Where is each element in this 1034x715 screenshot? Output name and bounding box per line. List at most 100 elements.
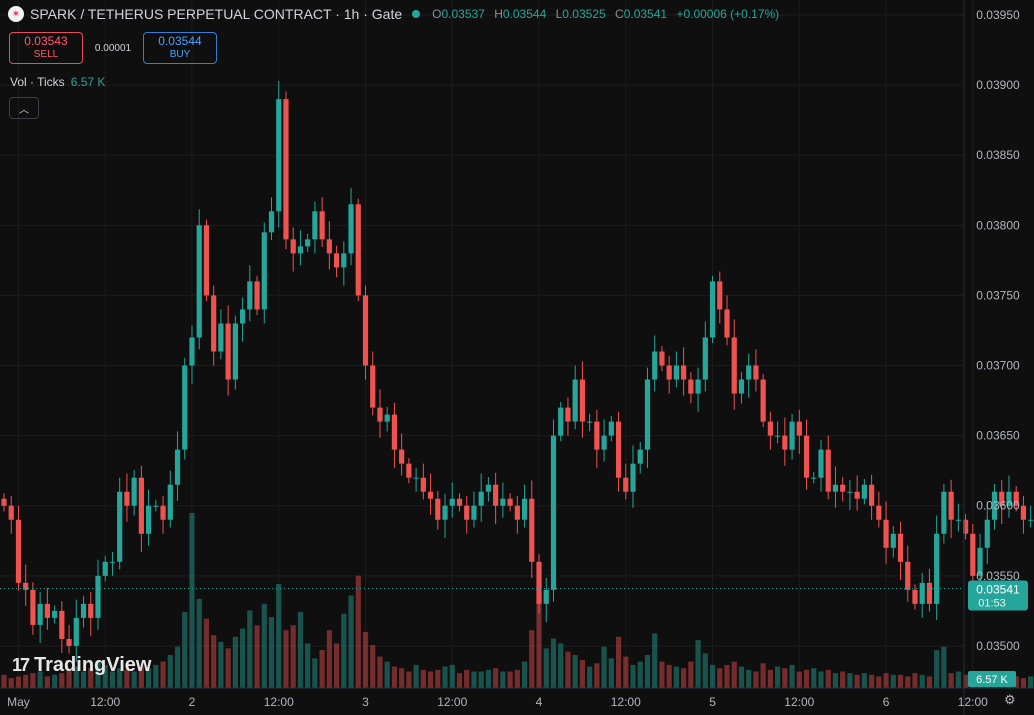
candle-body	[283, 99, 289, 240]
candle-body	[276, 99, 282, 212]
candle-body	[962, 519, 969, 534]
candle-body	[767, 421, 773, 436]
candle-body	[384, 414, 390, 422]
candle-body	[558, 407, 564, 436]
candle-body	[182, 365, 188, 450]
volume-bar	[579, 659, 585, 688]
volume-bar	[630, 664, 636, 688]
candle-body	[644, 379, 651, 450]
candle-body	[442, 505, 448, 520]
candle-body	[247, 281, 253, 310]
spread-value: 0.00001	[94, 42, 132, 54]
volume-bar	[543, 648, 549, 688]
candle-body	[615, 421, 622, 478]
collapse-legend-button[interactable]: ︿	[9, 97, 39, 119]
x-tick-label: 12:00	[784, 695, 814, 709]
volume-bar	[471, 671, 477, 688]
volume-bar	[102, 664, 108, 688]
x-tick-label: 3	[362, 695, 369, 709]
candle-body	[80, 603, 87, 618]
candle-body	[8, 505, 14, 520]
candle-body	[550, 435, 557, 590]
candle-body	[673, 365, 679, 380]
candle-body	[370, 365, 376, 408]
volume-bar	[449, 664, 455, 688]
volume-bar	[464, 669, 470, 688]
volume-bar	[709, 664, 716, 688]
buy-label: BUY	[169, 49, 191, 60]
volume-bar	[688, 661, 694, 688]
candle-body	[427, 491, 434, 499]
volume-bar	[854, 674, 860, 688]
volume-bar	[912, 673, 918, 688]
volume-bar	[276, 583, 282, 688]
candle-body	[391, 414, 398, 450]
market-status-icon	[412, 10, 421, 18]
volume-bar	[211, 635, 217, 688]
volume-bar	[283, 630, 289, 688]
candle-body	[811, 477, 817, 479]
volume-bar	[565, 651, 571, 688]
volume-bar	[384, 661, 390, 688]
volume-bar	[601, 646, 607, 688]
y-tick-label: 0.03600	[976, 499, 1020, 513]
buy-button[interactable]: 0.03544 BUY	[143, 32, 217, 64]
candle-body	[948, 491, 954, 520]
candle-body	[1006, 491, 1012, 506]
candle-body	[991, 491, 998, 520]
volume-bar	[738, 666, 745, 688]
x-tick-label: 12:00	[958, 695, 988, 709]
volume-bar	[348, 595, 354, 688]
volume-bar	[775, 666, 781, 688]
sell-label: SELL	[33, 49, 59, 60]
volume-bar	[239, 628, 246, 688]
candle-body	[536, 561, 542, 604]
x-tick-label: 5	[709, 695, 716, 709]
volume-bar	[897, 674, 904, 688]
volume-bar	[406, 671, 412, 688]
volume-bar	[341, 613, 347, 688]
tv-mark-icon: 17	[12, 655, 30, 675]
symbol-title[interactable]: SPARK / TETHERUS PERPETUAL CONTRACT · 1h…	[30, 6, 403, 22]
volume-bar	[608, 658, 614, 688]
y-tick-label: 0.03650	[976, 429, 1020, 443]
candle-body	[753, 365, 759, 380]
volume-bar	[44, 676, 50, 688]
volume-bar	[955, 671, 961, 688]
volume-bar	[782, 668, 788, 688]
candle-body	[196, 225, 202, 338]
volume-bar	[124, 669, 130, 688]
candle-body	[529, 498, 535, 562]
candle-body	[507, 498, 513, 506]
volume-bar	[73, 666, 79, 688]
candle-body	[254, 281, 260, 310]
gear-icon[interactable]: ⚙	[1004, 692, 1016, 707]
volume-bar	[399, 668, 405, 688]
volume-bar	[312, 658, 318, 688]
sell-button[interactable]: 0.03543 SELL	[9, 32, 83, 64]
volume-bar	[659, 661, 665, 688]
volume-bar	[514, 669, 520, 688]
volume-bar	[818, 671, 824, 688]
candle-body	[88, 603, 94, 618]
tradingview-logo[interactable]: 17 TradingView	[12, 654, 151, 677]
volume-bar	[926, 676, 933, 688]
volume-bar	[203, 618, 210, 688]
candle-body	[731, 337, 737, 394]
volume-bar	[717, 668, 723, 688]
x-tick-label: 4	[536, 695, 543, 709]
y-tick-label: 0.03700	[976, 359, 1020, 373]
volume-bar	[370, 645, 376, 688]
candle-body	[1028, 519, 1034, 521]
candle-body	[984, 519, 990, 548]
candle-body	[601, 435, 607, 450]
volume-legend[interactable]: Vol · Ticks 6.57 K	[10, 75, 105, 89]
candle-body	[847, 491, 853, 493]
volume-bar	[427, 671, 434, 688]
volume-bar	[861, 673, 867, 688]
volume-bar	[109, 671, 116, 688]
candle-body	[883, 519, 889, 548]
candle-body	[160, 505, 166, 520]
volume-bar	[811, 668, 817, 688]
